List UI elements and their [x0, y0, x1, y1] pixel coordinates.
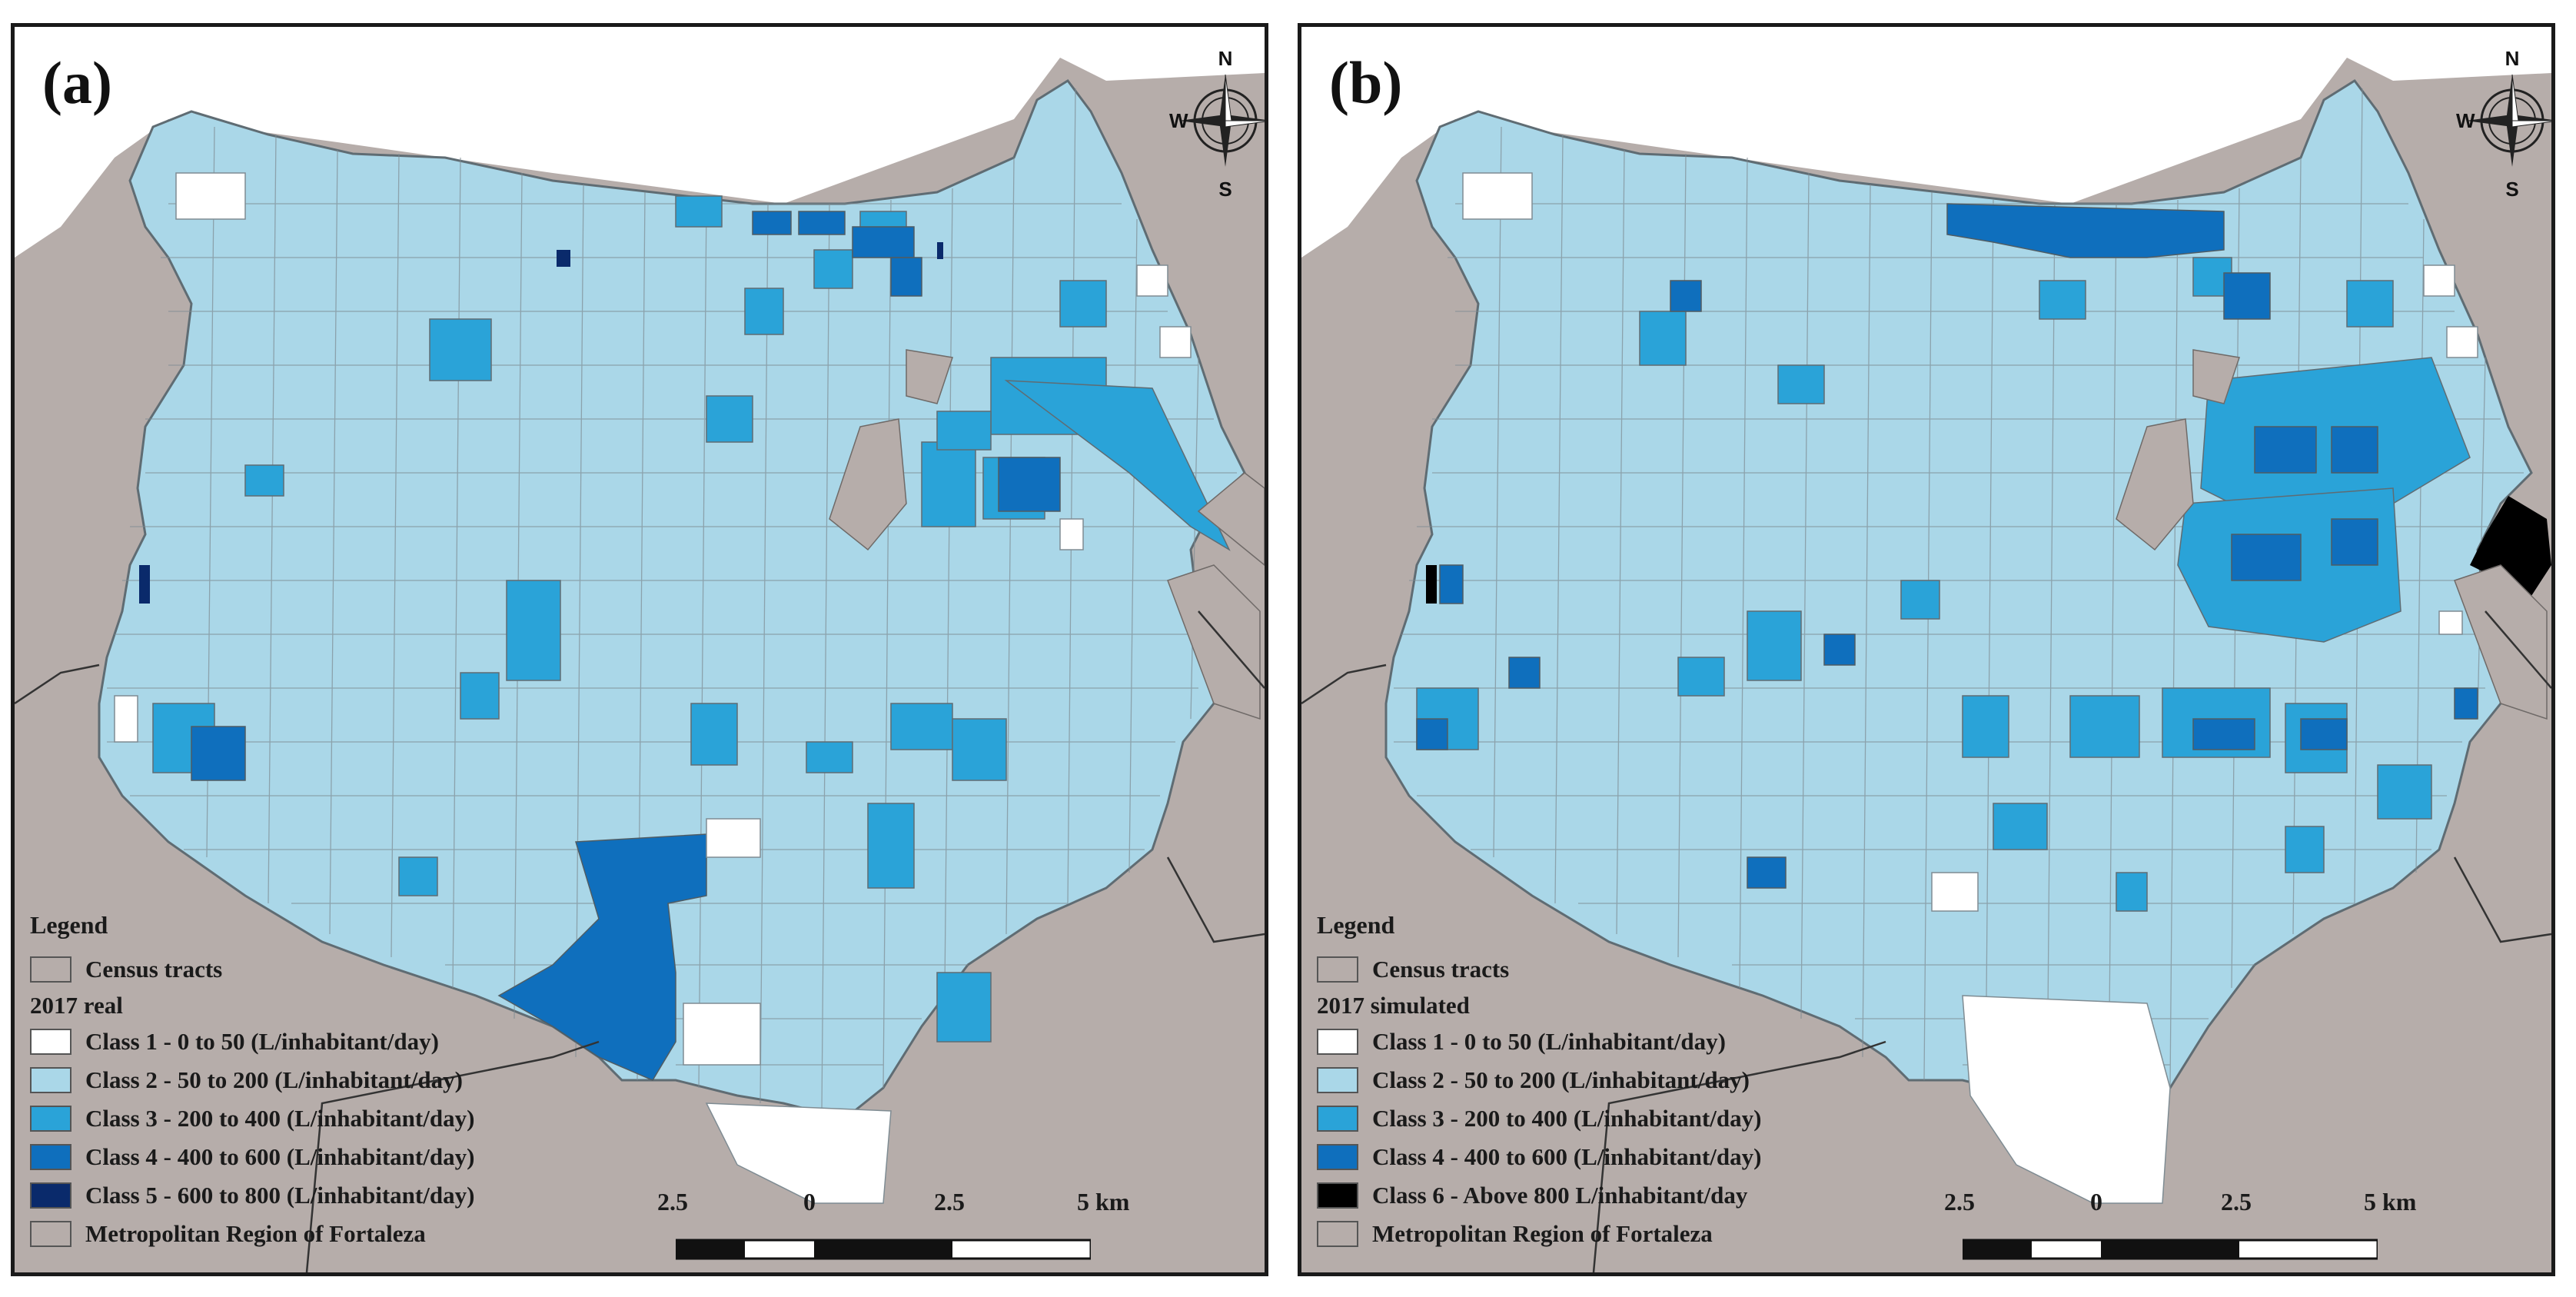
legend-class-label: Class 5 - 600 to 800 (L/inhabitant/day): [85, 1182, 475, 1209]
legend-census-row: Census tracts: [1317, 950, 1947, 989]
legend-title: Legend: [1317, 911, 1395, 939]
legend-metro-label: Metropolitan Region of Fortaleza: [85, 1220, 426, 1247]
metro-region-areas: [2116, 349, 2548, 720]
class-4-tracts: [1416, 203, 2478, 889]
legend-metro-row: Metropolitan Region of Fortaleza: [1317, 1215, 1947, 1253]
legend-class-label: Class 4 - 400 to 600 (L/inhabitant/day): [85, 1143, 475, 1170]
legend-class-label: Class 3 - 200 to 400 (L/inhabitant/day): [85, 1105, 475, 1132]
legend-class-label: Class 1 - 0 to 50 (L/inhabitant/day): [1372, 1028, 1726, 1055]
scale-bar-a: [676, 1239, 1091, 1260]
class-6-tract-small: [1426, 565, 1437, 604]
legend-metro-label: Metropolitan Region of Fortaleza: [1372, 1220, 1713, 1247]
class-5-tracts: [139, 242, 943, 604]
scale-bar-b: [1963, 1239, 2378, 1260]
census-swatch: [1317, 956, 1358, 983]
class-swatch: [1317, 1029, 1358, 1055]
compass-n: N: [2505, 47, 2520, 70]
class-4-tracts: [191, 211, 1061, 1081]
class-swatch: [30, 1029, 71, 1055]
compass-n: N: [1218, 47, 1233, 70]
map-a: [15, 27, 1265, 1272]
scale-label: 5 km: [2364, 1188, 2417, 1216]
regional-boundaries: [15, 610, 1265, 1272]
panel-label-b: (b): [1329, 49, 1403, 116]
scale-label: 0: [803, 1188, 816, 1216]
scale-label: 5 km: [1077, 1188, 1130, 1216]
legend-class-row: Class 5 - 600 to 800 (L/inhabitant/day): [30, 1176, 660, 1215]
legend-class-label: Class 4 - 400 to 600 (L/inhabitant/day): [1372, 1143, 1762, 1170]
legend-class-label: Class 1 - 0 to 50 (L/inhabitant/day): [85, 1028, 439, 1055]
scale-label: 0: [2090, 1188, 2102, 1216]
class-swatch: [30, 1182, 71, 1209]
legend-subtitle: 2017 real: [30, 992, 123, 1019]
compass-w: W: [1169, 109, 1188, 132]
scale-label: 2.5: [934, 1188, 965, 1216]
compass-e: E: [2554, 109, 2555, 132]
legend-class-row: Class 3 - 200 to 400 (L/inhabitant/day): [1317, 1099, 1947, 1138]
legend-class-row: Class 6 - Above 800 L/inhabitant/day: [1317, 1176, 1947, 1215]
legend-a: Legend Census tracts 2017 real Class 1 -…: [30, 911, 660, 1253]
sea-area: [1301, 27, 2551, 258]
regional-boundaries: [1301, 610, 2551, 1272]
map-panel-a: (a) N S E W Legend Census tracts 2017 re…: [11, 23, 1268, 1276]
scale-label: 2.5: [1944, 1188, 1975, 1216]
legend-class-label: Class 6 - Above 800 L/inhabitant/day: [1372, 1182, 1748, 1209]
legend-metro-row: Metropolitan Region of Fortaleza: [30, 1215, 660, 1253]
legend-title: Legend: [30, 911, 108, 939]
scale-labels-b: 2.5 0 2.5 5 km: [1944, 1188, 2436, 1219]
compass-rose-icon: N S E W: [1169, 47, 1268, 200]
metro-region-areas: [829, 349, 1265, 720]
class-swatch: [30, 1106, 71, 1132]
legend-census-label: Census tracts: [85, 956, 223, 983]
compass-w: W: [2456, 109, 2475, 132]
panel-label-a: (a): [42, 49, 112, 116]
class-1-tracts: [114, 172, 1192, 1204]
metro-swatch: [1317, 1221, 1358, 1247]
scale-label: 2.5: [2221, 1188, 2252, 1216]
legend-census-label: Census tracts: [1372, 956, 1510, 983]
compass-s: S: [2505, 178, 2518, 200]
map-b: [1301, 27, 2551, 1272]
legend-class-row: Class 4 - 400 to 600 (L/inhabitant/day): [30, 1138, 660, 1176]
legend-class-row: Class 2 - 50 to 200 (L/inhabitant/day): [1317, 1061, 1947, 1099]
compass-e: E: [1267, 109, 1268, 132]
class-1-tracts: [1462, 172, 2478, 1204]
class-swatch: [1317, 1067, 1358, 1093]
class-swatch: [1317, 1106, 1358, 1132]
map-panel-b: (b) N S E W Legend Census tracts 2017 si…: [1298, 23, 2555, 1276]
class-3-tracts: [152, 195, 1231, 1043]
class-swatch: [1317, 1144, 1358, 1170]
legend-class-label: Class 3 - 200 to 400 (L/inhabitant/day): [1372, 1105, 1762, 1132]
census-swatch: [30, 956, 71, 983]
sea-area: [15, 27, 1265, 258]
compass-s: S: [1218, 178, 1231, 200]
compass-rose-icon: N S E W: [2456, 47, 2555, 200]
class-swatch: [30, 1067, 71, 1093]
legend-class-label: Class 2 - 50 to 200 (L/inhabitant/day): [1372, 1066, 1750, 1093]
scale-label: 2.5: [657, 1188, 688, 1216]
class-swatch: [1317, 1182, 1358, 1209]
legend-class-row: Class 1 - 0 to 50 (L/inhabitant/day): [30, 1023, 660, 1061]
legend-class-row: Class 2 - 50 to 200 (L/inhabitant/day): [30, 1061, 660, 1099]
legend-subtitle: 2017 simulated: [1317, 992, 1470, 1019]
legend-b: Legend Census tracts 2017 simulated Clas…: [1317, 911, 1947, 1253]
legend-class-row: Class 1 - 0 to 50 (L/inhabitant/day): [1317, 1023, 1947, 1061]
scale-labels-a: 2.5 0 2.5 5 km: [657, 1188, 1149, 1219]
metro-swatch: [30, 1221, 71, 1247]
legend-class-row: Class 3 - 200 to 400 (L/inhabitant/day): [30, 1099, 660, 1138]
class-swatch: [30, 1144, 71, 1170]
legend-class-row: Class 4 - 400 to 600 (L/inhabitant/day): [1317, 1138, 1947, 1176]
legend-class-label: Class 2 - 50 to 200 (L/inhabitant/day): [85, 1066, 463, 1093]
legend-census-row: Census tracts: [30, 950, 660, 989]
